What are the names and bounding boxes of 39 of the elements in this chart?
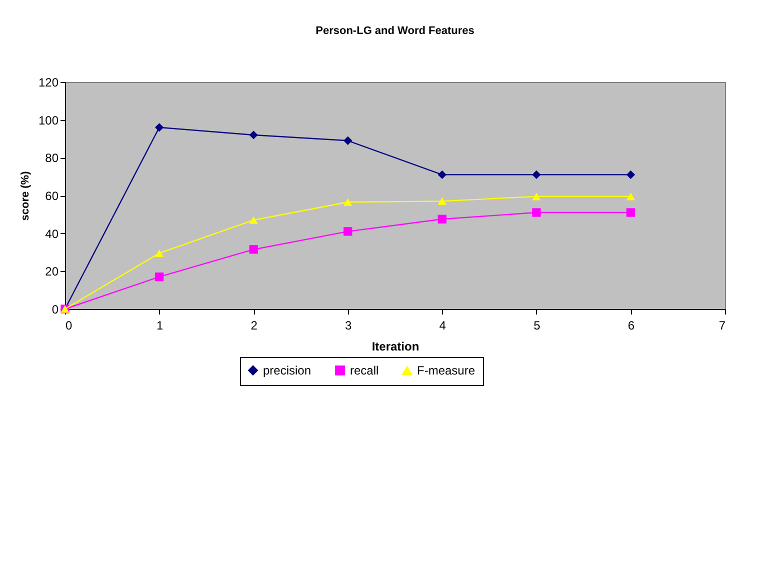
y-tick-label: 0 bbox=[52, 302, 59, 316]
point bbox=[626, 170, 636, 180]
x-tick-label: 6 bbox=[628, 318, 635, 332]
y-tick-label: 20 bbox=[45, 264, 59, 279]
point bbox=[154, 272, 164, 282]
x-tick-label: 4 bbox=[439, 318, 446, 332]
y-tick-label: 40 bbox=[45, 226, 59, 241]
point bbox=[438, 197, 446, 205]
point bbox=[626, 192, 636, 200]
x-tick-label: 1 bbox=[156, 318, 164, 332]
point bbox=[532, 170, 541, 180]
legend-label: F-measure bbox=[417, 364, 476, 378]
y-tick-label: 60 bbox=[45, 189, 59, 203]
x-tick-label: 7 bbox=[718, 318, 726, 332]
point bbox=[626, 208, 636, 217]
point bbox=[249, 130, 258, 140]
x-axis-title: Iteration bbox=[372, 340, 420, 354]
point bbox=[532, 192, 541, 200]
point bbox=[438, 214, 446, 224]
y-tick-label: 120 bbox=[38, 76, 59, 90]
y-tick-label: 100 bbox=[38, 113, 59, 128]
legend-label: recall bbox=[350, 363, 379, 378]
y-tick-label: 80 bbox=[45, 151, 59, 166]
x-tick-label: 3 bbox=[345, 318, 352, 332]
point bbox=[154, 123, 164, 132]
x-tick-label: 5 bbox=[534, 318, 541, 332]
point bbox=[344, 198, 352, 206]
x-tick-label: 2 bbox=[250, 318, 258, 332]
point bbox=[438, 170, 446, 180]
point bbox=[532, 208, 541, 217]
chart-title: Person-LG and Word Features bbox=[316, 25, 474, 37]
x-tick-label: 0 bbox=[66, 318, 72, 332]
point bbox=[344, 227, 352, 236]
point bbox=[249, 216, 258, 224]
point bbox=[249, 245, 258, 254]
y-axis-title: score (%) bbox=[19, 170, 32, 221]
legend-label: precision bbox=[263, 363, 312, 378]
point bbox=[344, 136, 352, 145]
point bbox=[154, 249, 164, 257]
